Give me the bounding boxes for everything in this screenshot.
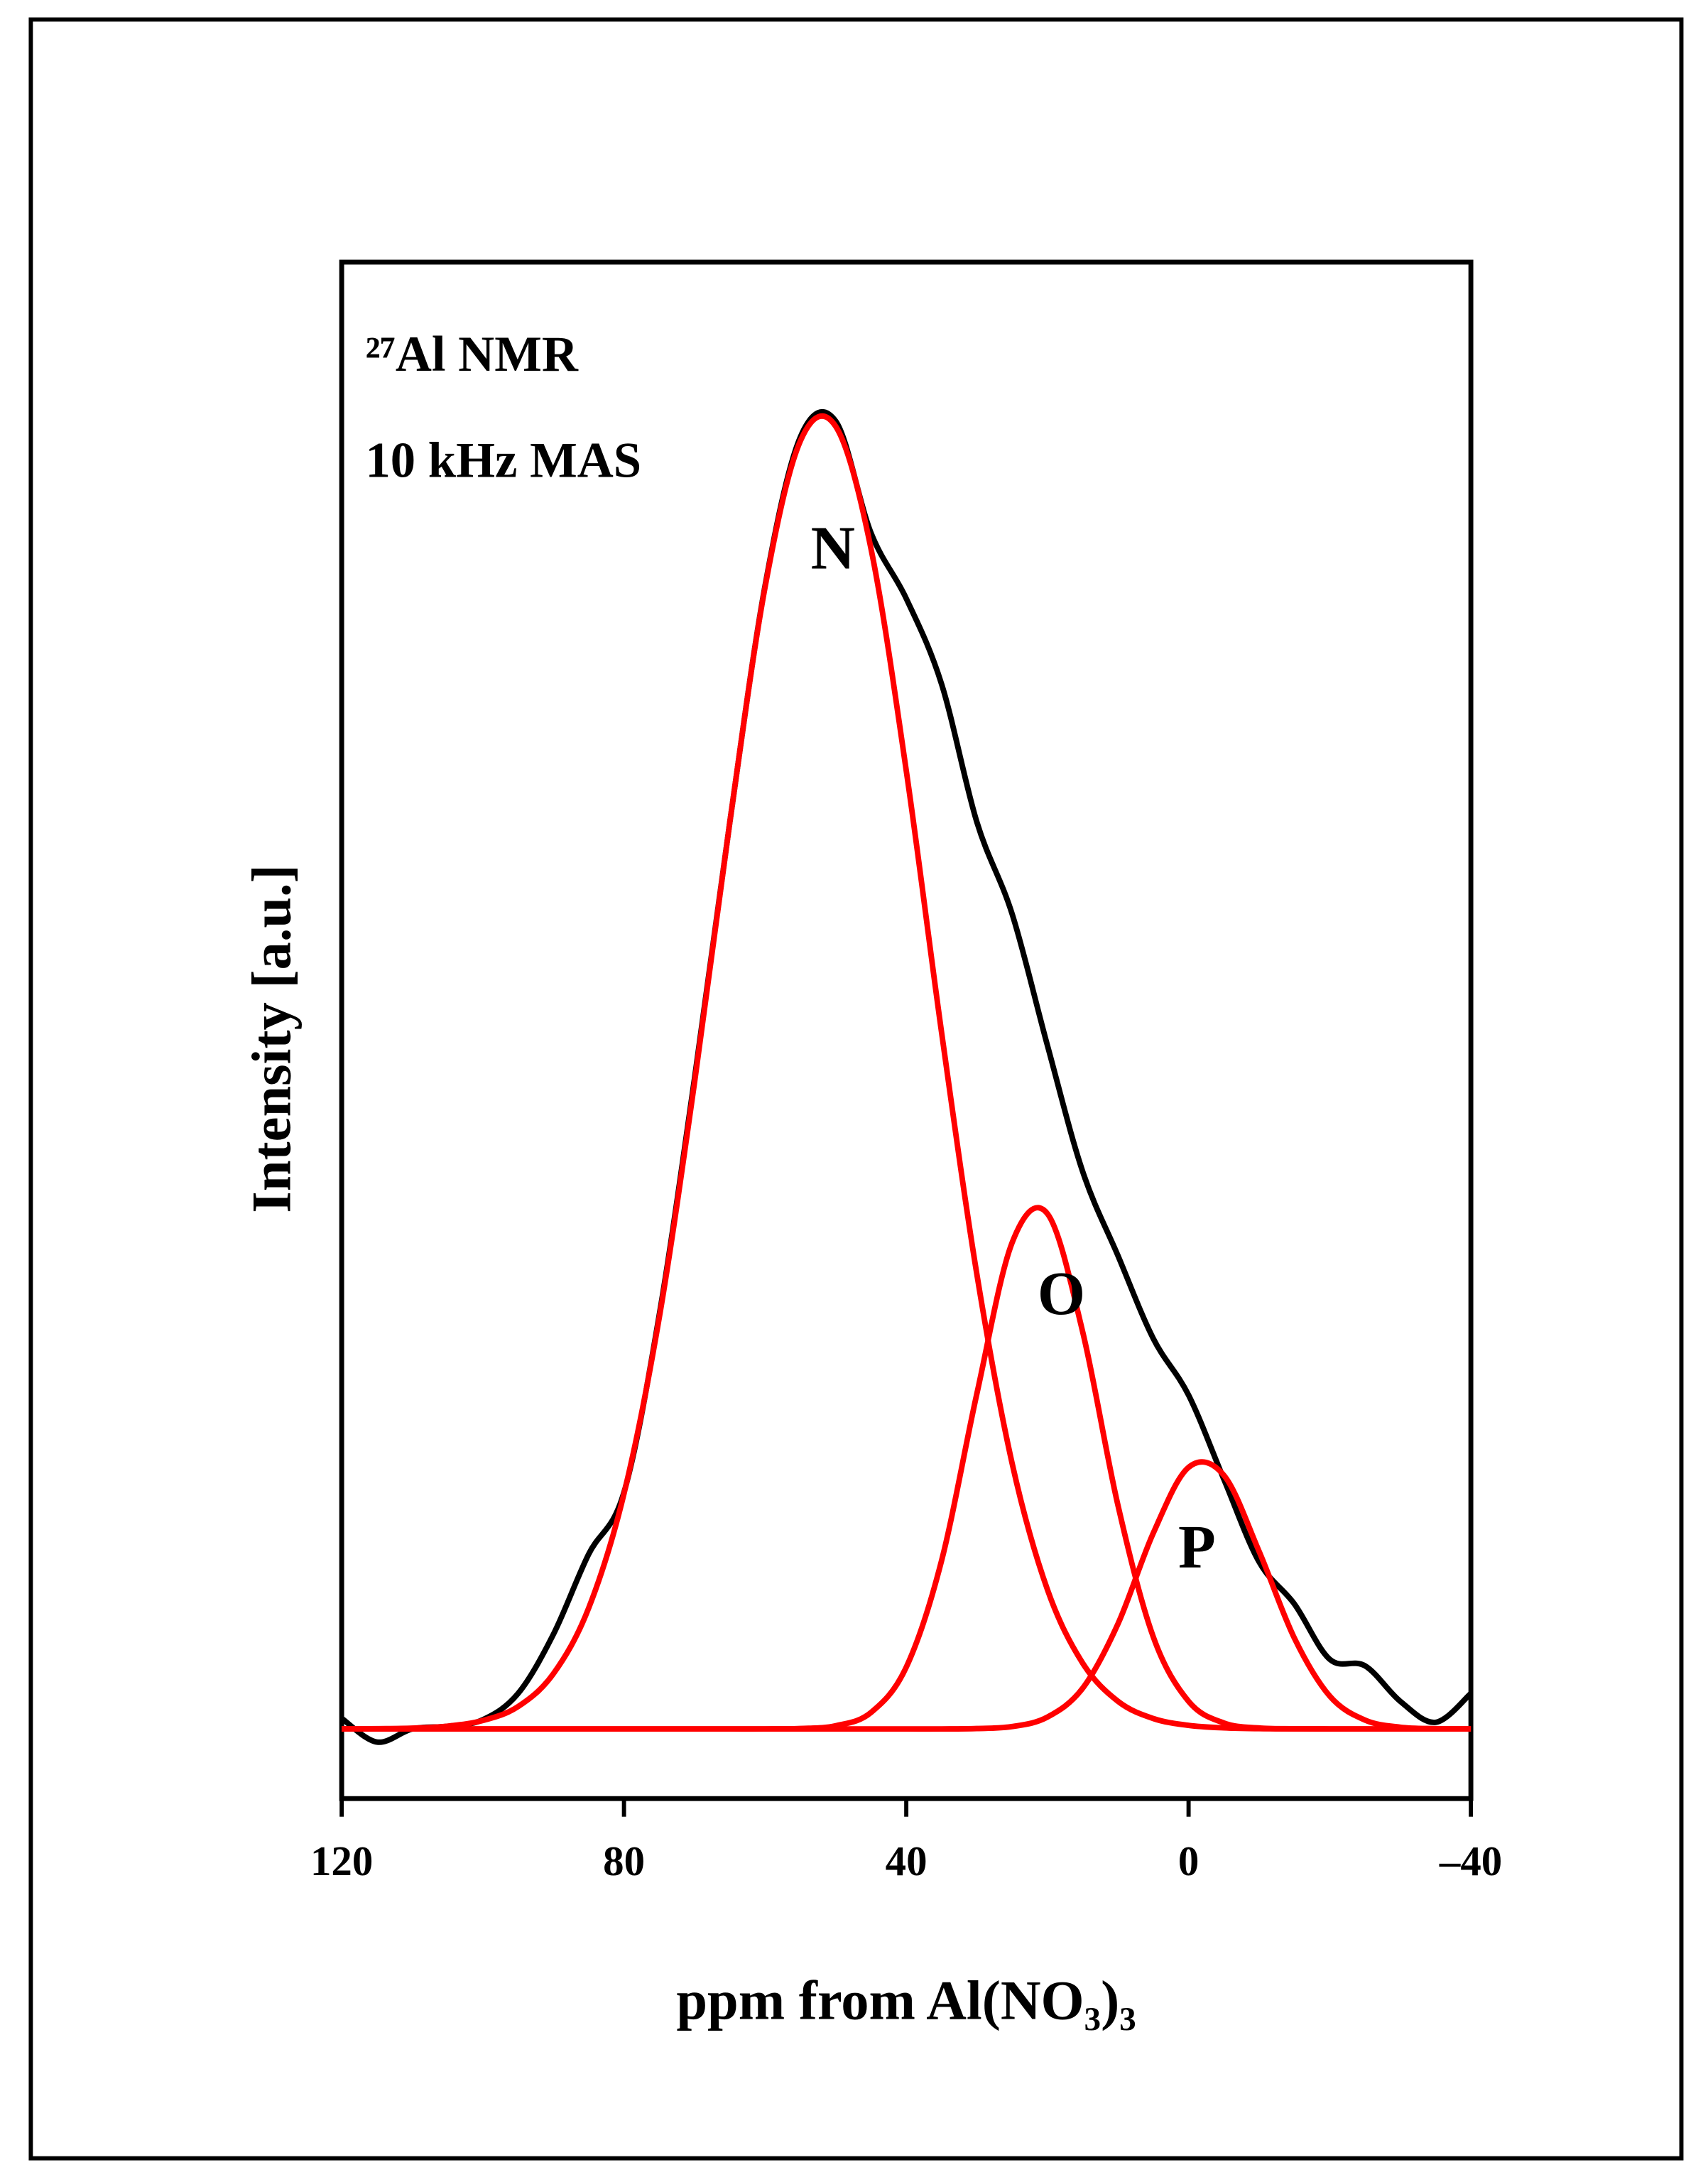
peak-label: N: [811, 514, 855, 582]
annotation: 10 kHz MAS: [365, 433, 641, 488]
peak-label: P: [1178, 1513, 1216, 1581]
series-line: [342, 1459, 1472, 1732]
series-line: [339, 409, 1473, 1745]
x-tick-label: –40: [1439, 1838, 1502, 1884]
series-line: [342, 413, 1472, 1732]
y-axis-label: Intensity [a.u.]: [240, 864, 302, 1213]
x-tick-label: 80: [603, 1838, 645, 1884]
frame: [28, 17, 1684, 2161]
peak-label: O: [1038, 1259, 1085, 1328]
x-axis-label: ppm from Al(NO₃)₃: [676, 1969, 1136, 2031]
x-tick-label: 40: [886, 1838, 928, 1884]
x-tick-label: 0: [1178, 1838, 1199, 1884]
annotation: ²⁷Al NMR: [365, 327, 578, 382]
x-tick-label: 120: [310, 1838, 373, 1884]
